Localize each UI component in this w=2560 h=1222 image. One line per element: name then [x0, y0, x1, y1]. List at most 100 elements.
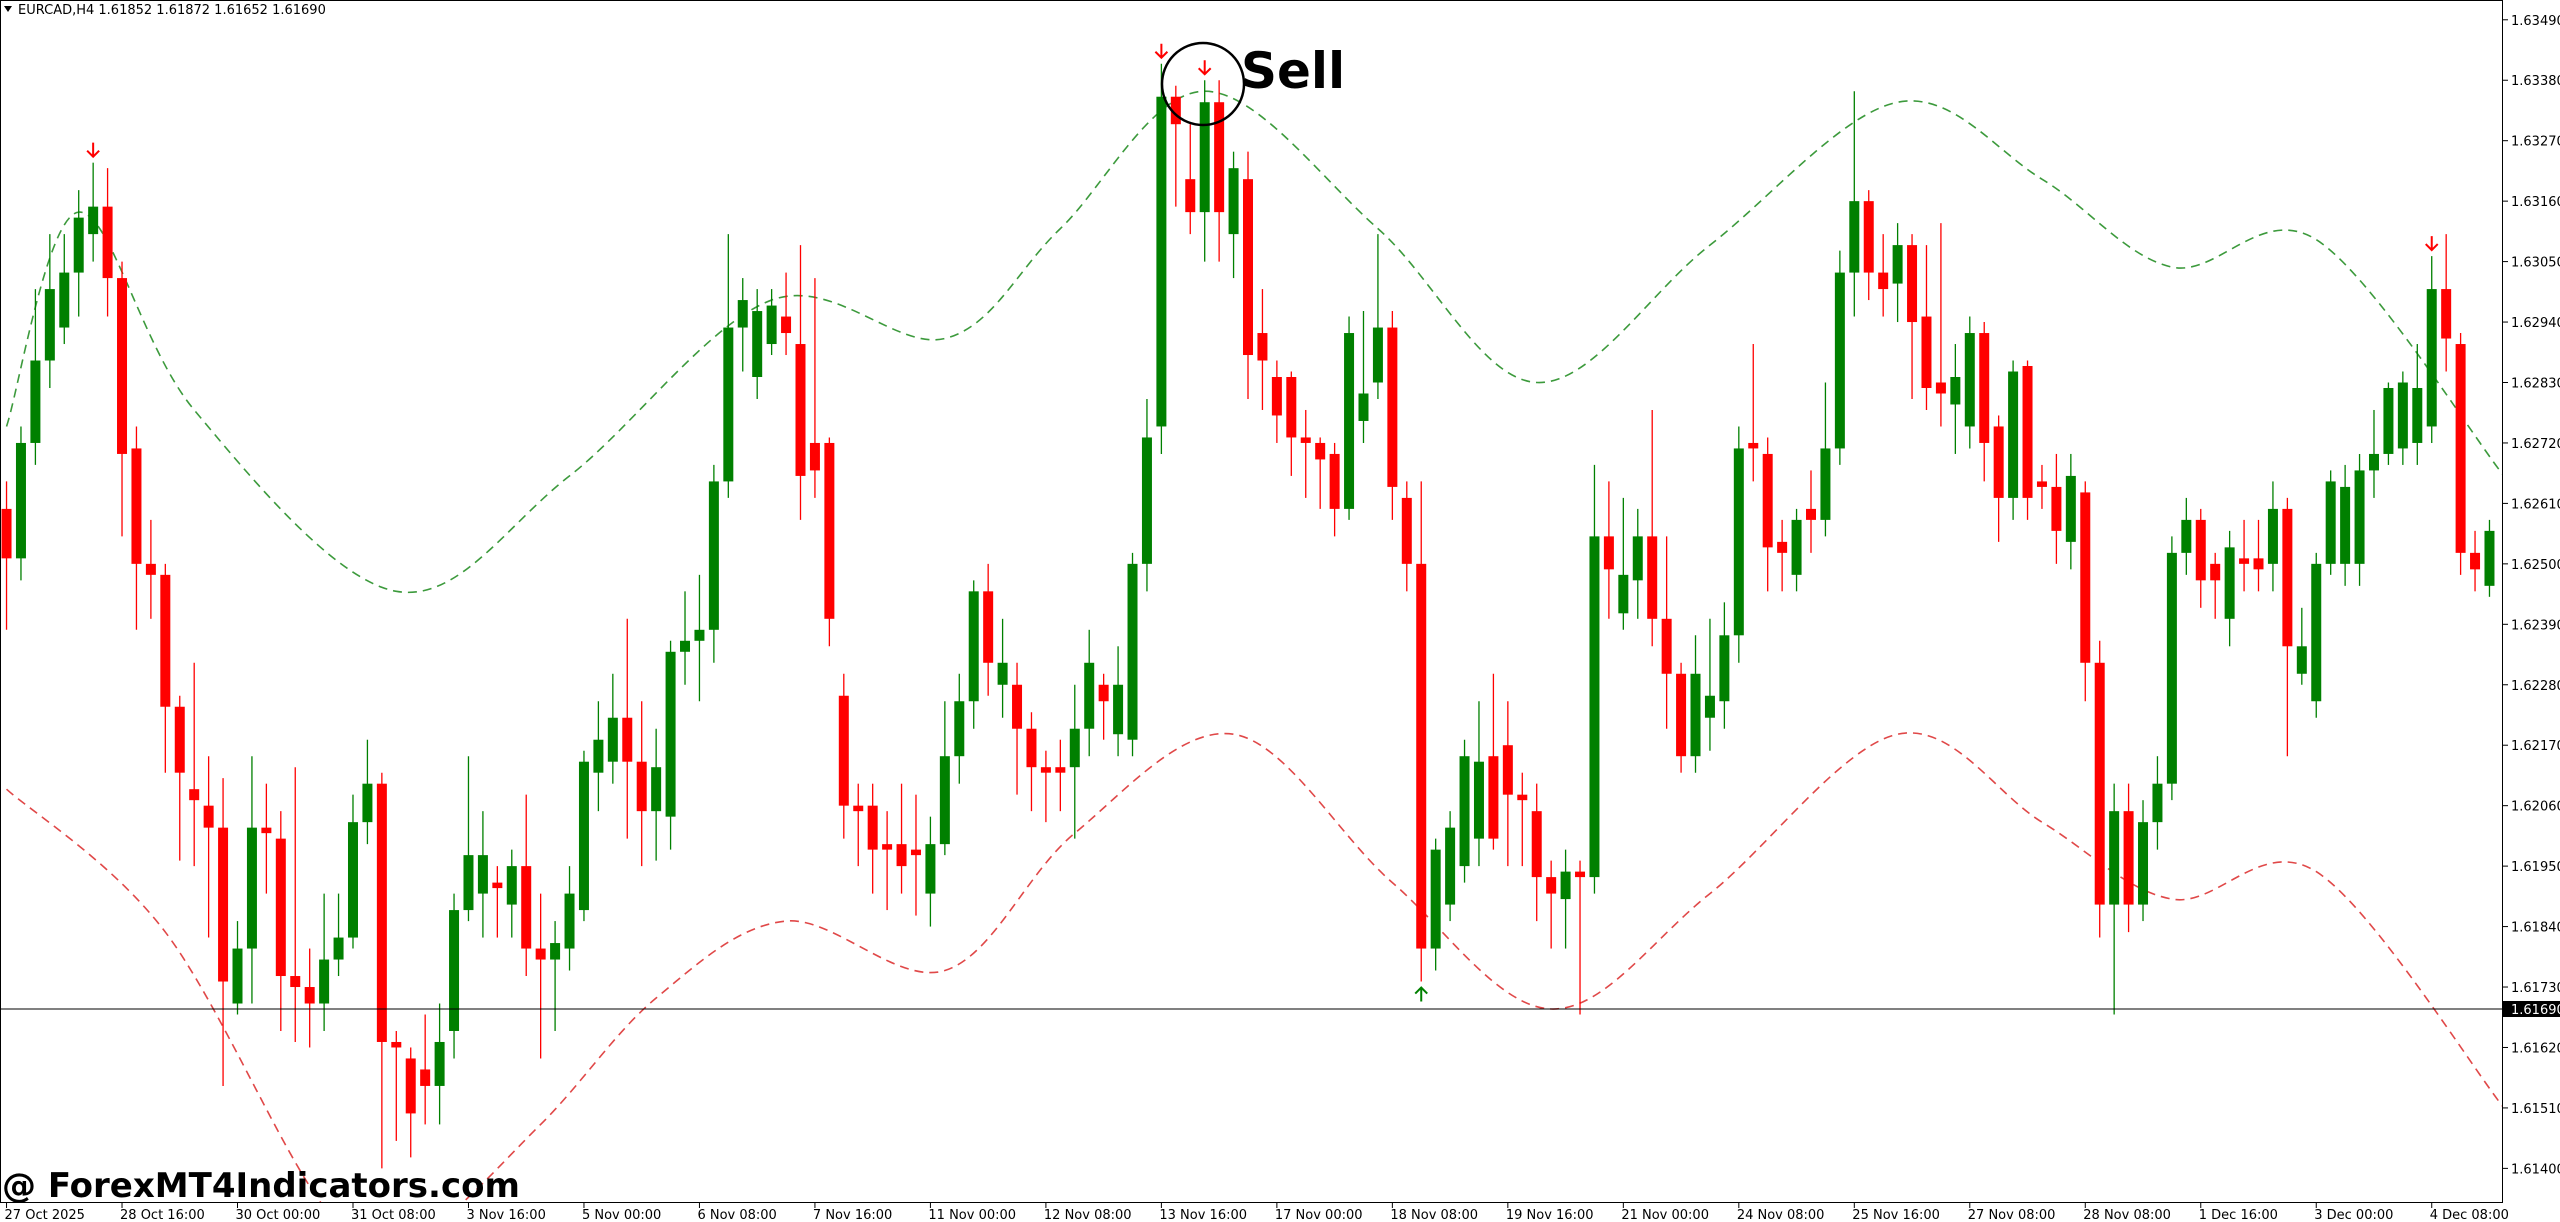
- candle-body: [434, 1041, 445, 1086]
- candle-body: [102, 206, 113, 279]
- candle-body: [535, 948, 546, 960]
- candle-body: [160, 574, 171, 707]
- x-tick-label: 28 Nov 08:00: [2083, 1208, 2171, 1222]
- candle-body: [1661, 618, 1672, 674]
- candle-body: [997, 662, 1008, 685]
- candle-body: [1445, 827, 1456, 905]
- sell-arrow: [2425, 236, 2439, 252]
- candle-body: [1243, 179, 1254, 356]
- x-tick-label: 1 Dec 16:00: [2199, 1208, 2278, 1222]
- candle-body: [578, 761, 589, 911]
- candle-body: [1473, 761, 1484, 839]
- current-price-label: 1.61690: [2511, 1003, 2560, 1018]
- candle-body: [246, 827, 257, 949]
- y-tick-label: 1.62390: [2511, 618, 2560, 633]
- candle-body: [954, 701, 965, 757]
- candle-body: [44, 289, 55, 361]
- candle-body: [304, 987, 315, 1004]
- candle-body: [1156, 96, 1167, 427]
- candle-body: [1199, 102, 1210, 213]
- candle-body: [261, 827, 272, 834]
- candle-body: [1271, 377, 1282, 416]
- candle-body: [2340, 486, 2351, 564]
- candle-body: [2195, 519, 2206, 581]
- x-tick-label: 25 Nov 16:00: [1852, 1208, 1940, 1222]
- candle-body: [319, 959, 330, 1004]
- candle-body: [1762, 453, 1773, 548]
- candle-body: [708, 481, 719, 630]
- candle-body: [174, 706, 185, 773]
- y-tick-label: 1.62170: [2511, 739, 2560, 754]
- candle-body: [131, 448, 142, 564]
- candle-body: [1127, 563, 1138, 740]
- x-tick-label: 3 Dec 00:00: [2314, 1208, 2393, 1222]
- candle-body: [347, 822, 358, 938]
- candle-body: [1632, 536, 1643, 581]
- candle-body: [2138, 822, 2149, 905]
- candle-body: [1113, 684, 1124, 735]
- candle-body: [1820, 448, 1831, 520]
- candle-body: [2123, 811, 2134, 905]
- x-tick-label: 11 Nov 00:00: [928, 1208, 1016, 1222]
- candle-body: [1185, 179, 1196, 213]
- candle-body: [290, 976, 301, 988]
- candle-body: [506, 866, 517, 905]
- candle-body: [593, 739, 604, 773]
- sell-annotation: Sell: [1241, 42, 1345, 100]
- candle-body: [420, 1069, 431, 1086]
- candle-body: [766, 305, 777, 345]
- candle-body: [2325, 481, 2336, 564]
- candle-body: [2397, 382, 2408, 449]
- candle-body: [1416, 563, 1427, 949]
- candle-body: [867, 805, 878, 850]
- candle-body: [809, 442, 820, 471]
- buy-arrow: [1414, 986, 1428, 1002]
- candle-body: [1964, 333, 1975, 427]
- candle-body: [59, 272, 70, 328]
- candle-body: [218, 827, 229, 982]
- y-tick-label: 1.63160: [2511, 195, 2560, 210]
- candle-body: [2080, 492, 2091, 663]
- lower-band: [5, 732, 2502, 1202]
- candle-body: [1084, 662, 1095, 729]
- x-tick-label: 27 Oct 2025: [5, 1208, 85, 1222]
- x-tick-label: 19 Nov 16:00: [1506, 1208, 1594, 1222]
- y-tick-label: 1.63490: [2511, 14, 2560, 29]
- candle-body: [723, 327, 734, 482]
- y-tick-label: 1.63050: [2511, 256, 2560, 271]
- candle-body: [391, 1041, 402, 1048]
- candle-body: [2036, 481, 2047, 487]
- chart-title: EURCAD,H4 1.61852 1.61872 1.61652 1.6169…: [18, 3, 326, 18]
- candle-body: [2267, 508, 2278, 564]
- candle-body: [2282, 508, 2293, 647]
- x-tick-label: 31 Oct 08:00: [351, 1208, 436, 1222]
- candle-body: [492, 882, 503, 889]
- candle-body: [2296, 646, 2307, 674]
- y-tick-label: 1.63270: [2511, 135, 2560, 150]
- candle-body: [795, 344, 806, 476]
- candle-body: [1040, 767, 1051, 773]
- candle-body: [1257, 333, 1268, 361]
- candle-body: [1531, 811, 1542, 878]
- candle-body: [2441, 289, 2452, 339]
- x-tick-label: 28 Oct 16:00: [120, 1208, 205, 1222]
- candle-body: [1401, 497, 1412, 564]
- candle-body: [1791, 519, 1802, 575]
- candle-body: [2484, 530, 2495, 586]
- candle-body: [1878, 272, 1889, 290]
- candle-body: [117, 278, 128, 454]
- candle-body: [2426, 289, 2437, 427]
- y-tick-label: 1.62500: [2511, 558, 2560, 573]
- candle-body: [2210, 563, 2221, 581]
- y-tick-label: 1.62060: [2511, 800, 2560, 815]
- x-tick-label: 5 Nov 00:00: [582, 1208, 661, 1222]
- candle-body: [622, 717, 633, 762]
- sell-arrow: [86, 142, 100, 159]
- sell-arrow: [1197, 60, 1212, 76]
- candle-body: [1387, 327, 1398, 487]
- candle-body: [665, 651, 676, 817]
- candle-body: [550, 943, 561, 960]
- candle-body: [2051, 486, 2062, 531]
